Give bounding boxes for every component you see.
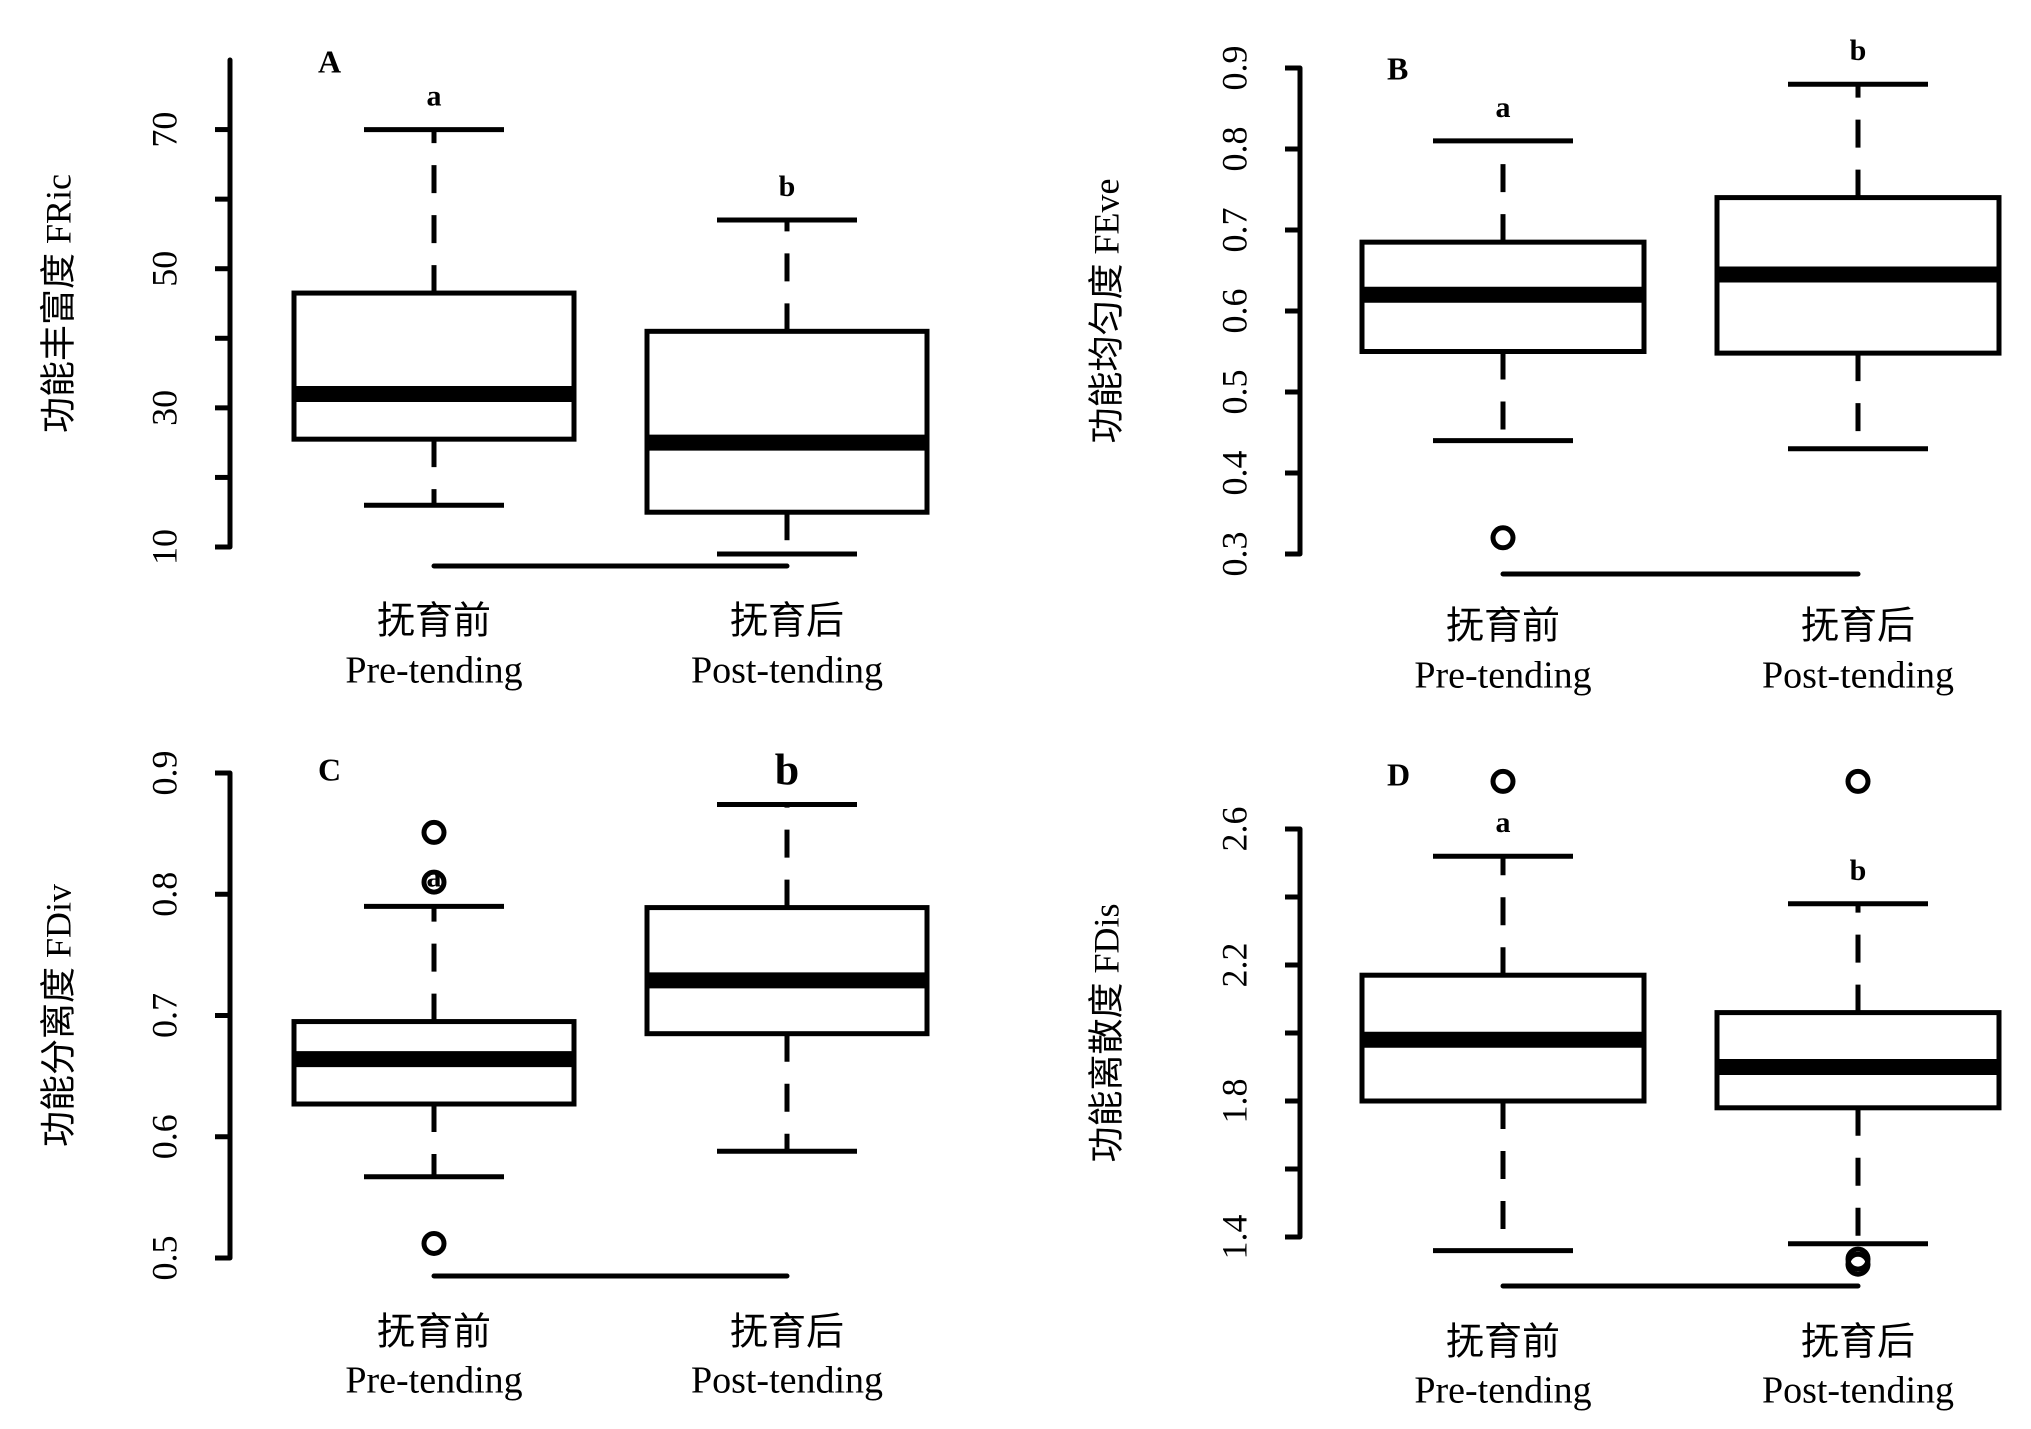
category-label-zh: 抚育后	[1801, 1322, 1915, 1364]
y-tick-label: 0.4	[1214, 451, 1254, 496]
box-post-tending: b	[644, 170, 930, 557]
iqr-box	[291, 290, 577, 442]
y-tick-label: 0.6	[144, 1114, 184, 1159]
y-tick-label: 70	[144, 112, 184, 148]
y-axis-title: 功能离散度 FDis	[1086, 903, 1126, 1162]
y-tick-label: 30	[144, 390, 184, 426]
iqr-box	[644, 328, 930, 515]
category-label-zh: 抚育前	[1446, 606, 1560, 648]
y-tick-label: 10	[144, 529, 184, 565]
category-label-en: Post-tending	[1762, 1370, 1954, 1412]
panel-b: 0.3 0.4 0.5 0.6 0.7 0.8 0.9 功能均匀度 FEve Ba 抚育前 Pre-…	[1086, 34, 2002, 697]
y-tick-label: 0.9	[1214, 46, 1254, 91]
outlier-point	[421, 819, 447, 845]
outlier-point	[1490, 525, 1516, 551]
y-tick-label: 2.2	[1214, 943, 1254, 988]
panel-label: C	[318, 751, 341, 787]
panel-a: 10 30 50 70 功能丰富度 FRic Aa 抚育前 Pre-tending b 抚育后 Po…	[38, 43, 930, 692]
category-label-zh: 抚育前	[377, 601, 491, 643]
outlier-point	[1845, 768, 1871, 794]
category-label-zh: 抚育后	[1801, 606, 1915, 648]
y-tick-label: 1.8	[1214, 1079, 1254, 1124]
y-tick-label: 2.6	[1214, 807, 1254, 852]
y-tick-label: 0.3	[1214, 532, 1254, 577]
significance-letter: b	[775, 746, 799, 795]
category-label-en: Pre-tending	[1414, 1370, 1591, 1412]
box-post-tending: b	[1714, 34, 2002, 452]
significance-letter: b	[1850, 854, 1867, 887]
category-label-en: Post-tending	[691, 1360, 883, 1402]
category-label-en: Post-tending	[691, 650, 883, 692]
panel-label: A	[318, 43, 341, 79]
panel-label: D	[1387, 756, 1410, 792]
outlier-point	[421, 869, 447, 895]
category-label-zh: 抚育前	[377, 1312, 491, 1354]
box-pre-tending: a	[291, 80, 577, 508]
y-tick-label: 0.7	[1214, 208, 1254, 253]
significance-letter: b	[1850, 34, 1867, 67]
significance-letter: a	[1496, 91, 1511, 124]
significance-letter: a	[1496, 806, 1511, 839]
panel-label: B	[1387, 50, 1408, 86]
box-pre-tending: a	[1359, 768, 1647, 1254]
y-tick-label: 50	[144, 251, 184, 287]
panel-c: 0.5 0.6 0.7 0.8 0.9 功能分离度 FDiv Ca 抚育前 Pre-tendin…	[38, 746, 930, 1402]
y-tick-label: 0.8	[144, 872, 184, 917]
y-tick-label: 0.5	[144, 1236, 184, 1281]
y-tick-label: 0.9	[144, 751, 184, 796]
y-tick-label: 1.4	[1214, 1215, 1254, 1260]
box-post-tending: b	[644, 746, 930, 1154]
significance-letter: a	[427, 860, 442, 893]
y-axis-title: 功能分离度 FDiv	[38, 884, 78, 1147]
y-axis-title: 功能丰富度 FRic	[38, 174, 78, 433]
category-label-zh: 抚育后	[730, 1312, 844, 1354]
y-tick-label: 0.5	[1214, 370, 1254, 415]
category-label-zh: 抚育后	[730, 601, 844, 643]
outlier-point	[1845, 1251, 1871, 1277]
y-axis-title: 功能均匀度 FEve	[1086, 179, 1126, 444]
category-label-en: Pre-tending	[345, 650, 522, 692]
y-tick-label: 0.6	[1214, 289, 1254, 334]
panel-d: 1.4 1.8 2.2 2.6 功能离散度 FDis Da 抚育前 Pre-tending b 抚…	[1086, 756, 2002, 1412]
category-label-zh: 抚育前	[1446, 1322, 1560, 1364]
significance-letter: a	[427, 80, 442, 113]
significance-letter: b	[779, 170, 796, 203]
y-tick-label: 0.7	[144, 993, 184, 1038]
box-pre-tending: a	[291, 819, 577, 1256]
outlier-point	[421, 1230, 447, 1256]
iqr-box	[644, 905, 930, 1037]
category-label-en: Pre-tending	[1414, 655, 1591, 697]
category-label-en: Post-tending	[1762, 655, 1954, 697]
y-tick-label: 0.8	[1214, 127, 1254, 172]
box-post-tending: b	[1714, 768, 2002, 1277]
outlier-point	[1490, 768, 1516, 794]
box-pre-tending: a	[1359, 91, 1647, 551]
category-label-en: Pre-tending	[345, 1360, 522, 1402]
